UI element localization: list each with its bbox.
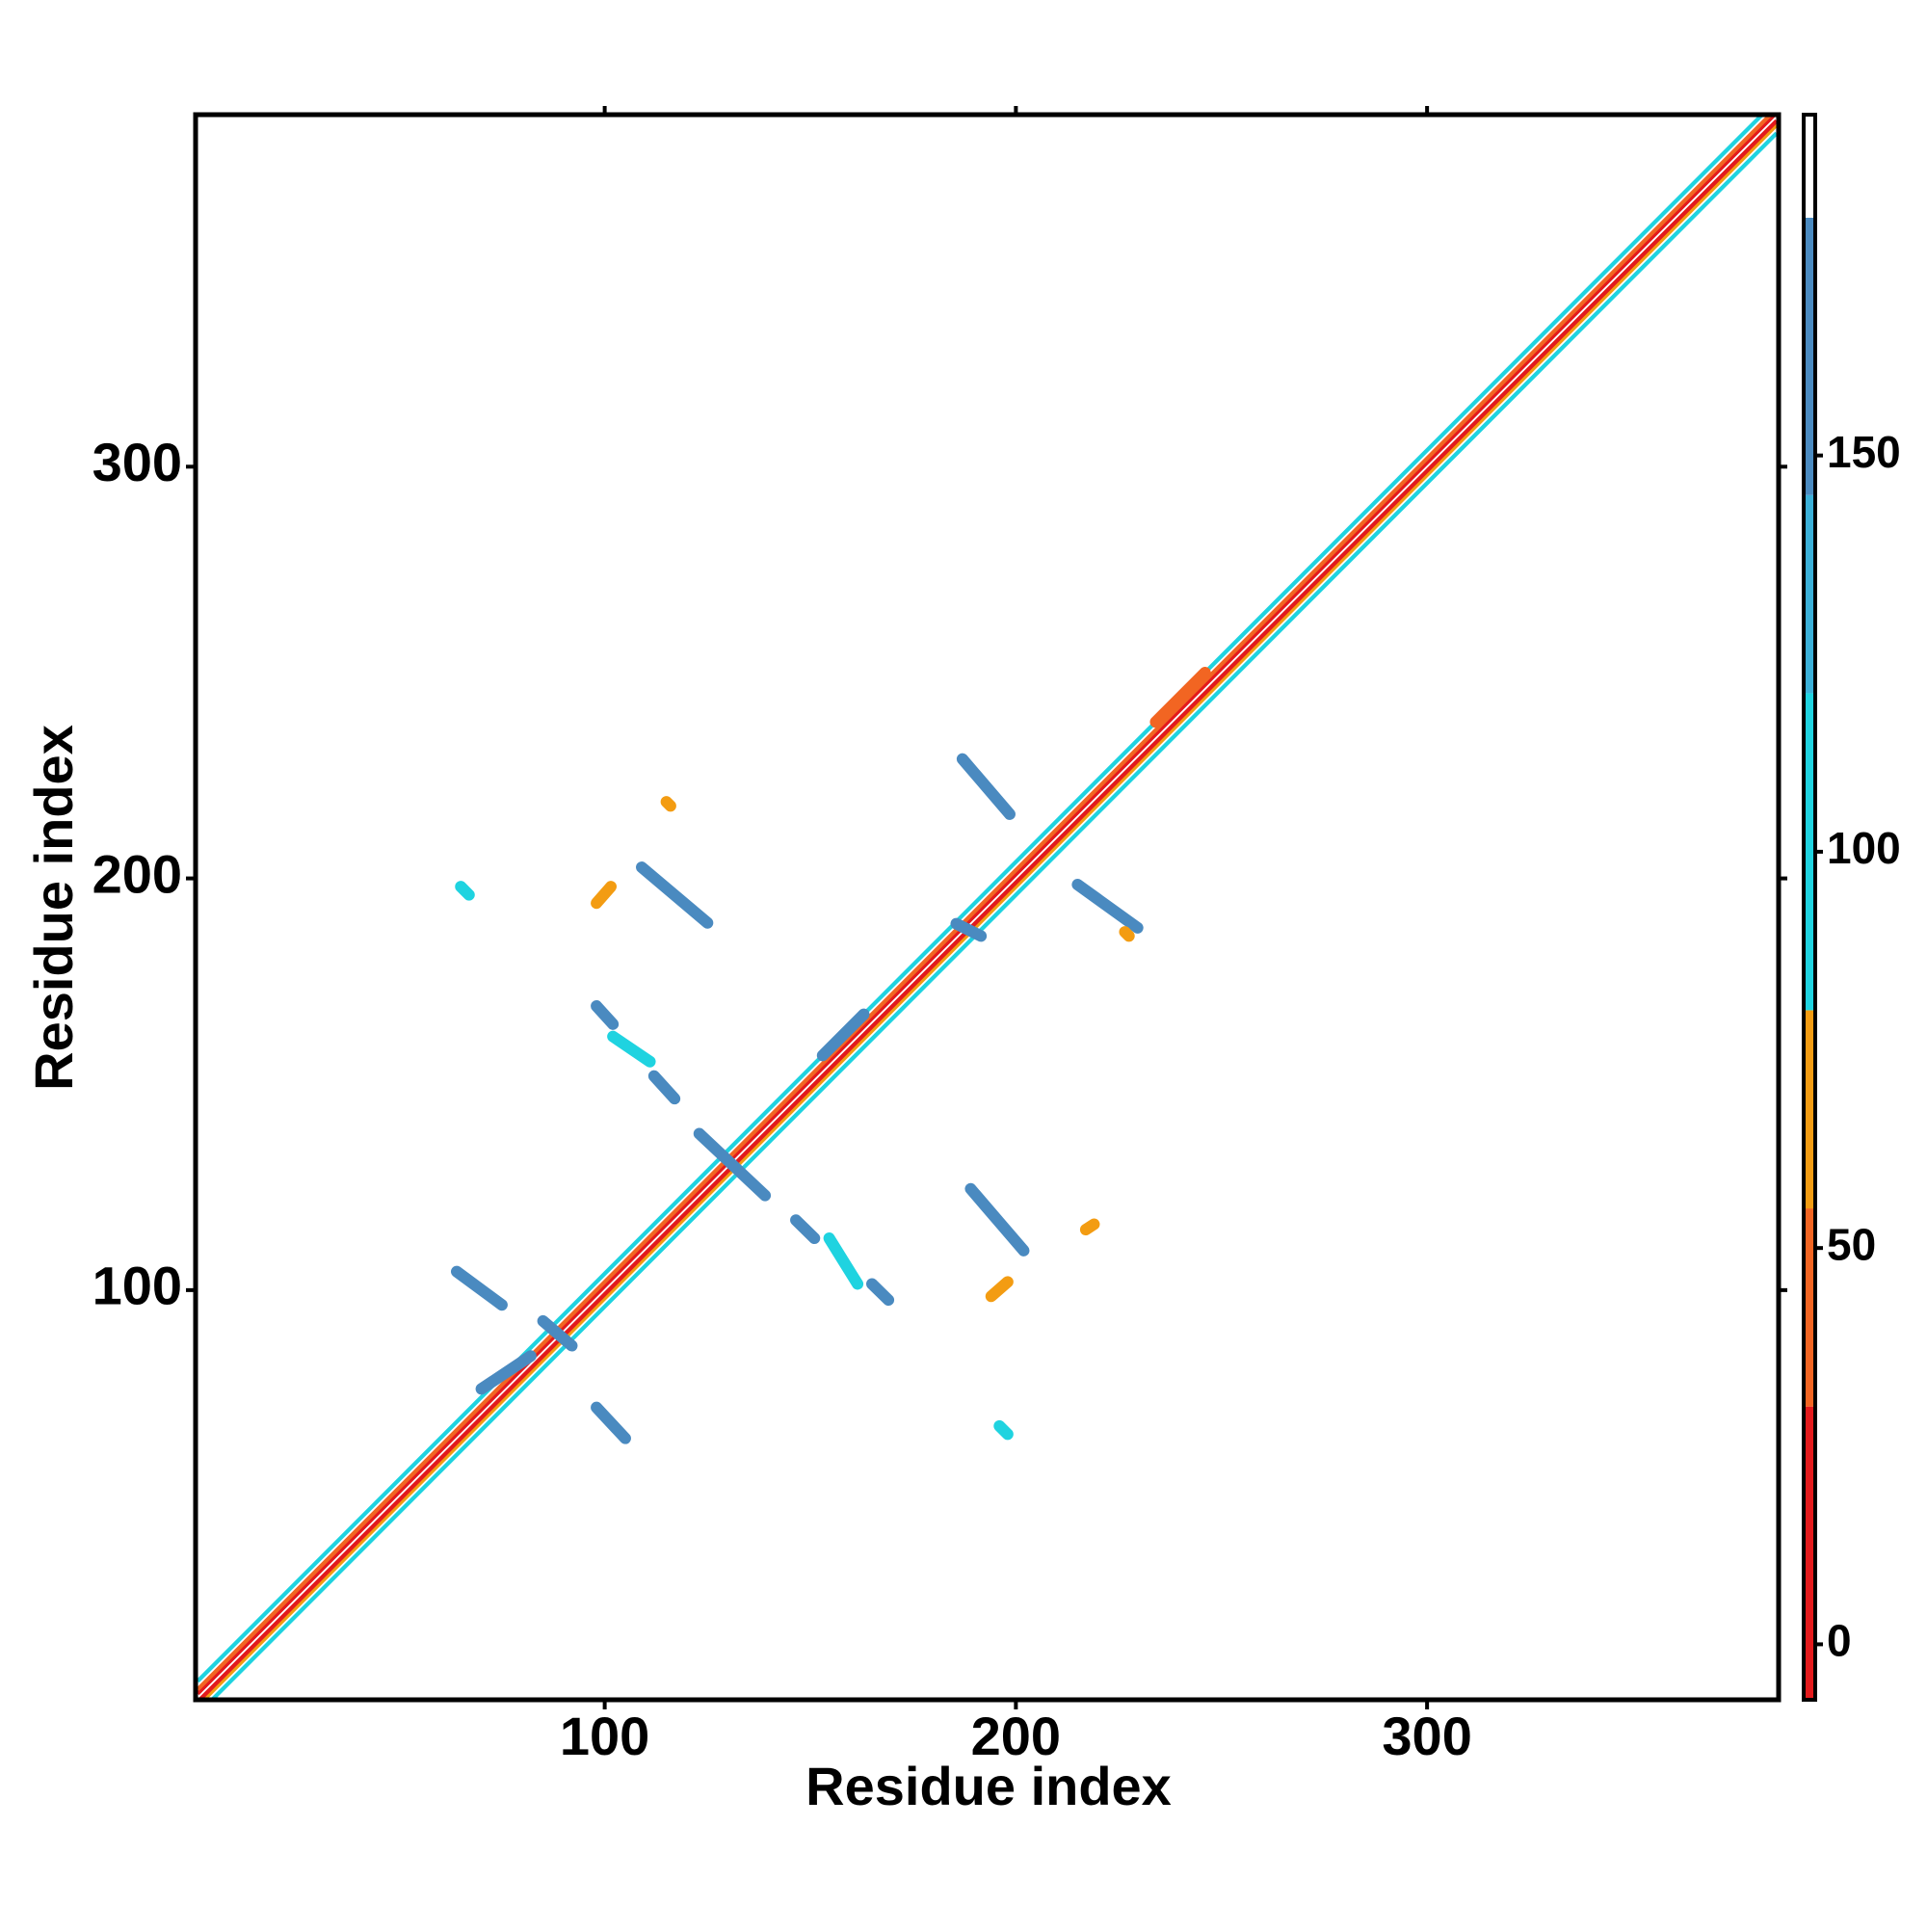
contact-patch — [647, 1070, 681, 1105]
colorbar-tick-label: 150 — [1827, 427, 1901, 477]
y-tick-label: 200 — [92, 843, 182, 904]
y-axis-title: Residue index — [23, 725, 84, 1091]
diagonal-band — [200, 123, 1779, 1700]
contact-patch — [591, 1401, 631, 1444]
diagonal-band — [209, 131, 1779, 1700]
x-tick-label: 300 — [1382, 1706, 1471, 1766]
contact-patch — [455, 881, 475, 901]
contact-patch — [790, 1214, 821, 1245]
contact-patch — [660, 796, 676, 812]
colorbar-bin — [1804, 693, 1815, 1011]
contact-patch — [607, 1030, 656, 1068]
contact-patch — [866, 1278, 895, 1307]
contact-patch — [956, 753, 1016, 820]
y-tick-label: 300 — [92, 432, 182, 492]
colorbar-tick-label: 50 — [1827, 1219, 1876, 1269]
contact-patch — [950, 917, 988, 942]
colorbar-tick-label: 0 — [1827, 1616, 1852, 1666]
x-tick-label: 100 — [560, 1706, 649, 1766]
x-tick-label: 200 — [971, 1706, 1061, 1766]
contact-patch — [693, 1127, 772, 1202]
colorbar-bin — [1804, 217, 1815, 495]
diagonal-band — [196, 115, 1778, 1696]
y-tick-label: 100 — [92, 1256, 182, 1316]
colorbar-frame — [1802, 113, 1817, 1702]
colorbar-bin — [1804, 115, 1815, 218]
colorbar-tick-label: 100 — [1827, 823, 1901, 873]
contact-patch — [450, 1265, 508, 1311]
colorbar-bin — [1804, 1208, 1815, 1407]
contact-patch — [964, 1182, 1030, 1257]
colorbar-bin — [1804, 494, 1815, 694]
contact-patch — [475, 1350, 537, 1395]
x-axis-title: Residue index — [805, 1756, 1172, 1816]
plot-frame — [193, 112, 1782, 1703]
colorbar-bin — [1804, 1406, 1815, 1700]
contact-patch — [636, 861, 714, 929]
contact-patch — [1071, 879, 1144, 934]
contact-patch — [591, 1000, 620, 1030]
diagonal-band — [196, 115, 1774, 1691]
contact-patch — [816, 1008, 870, 1062]
contact-patch — [1149, 666, 1211, 728]
contact-patch — [537, 1314, 578, 1352]
contact-patch — [591, 881, 618, 910]
diagonal-band — [197, 119, 1779, 1700]
plot-area — [196, 115, 1779, 1700]
contact-patch — [1119, 926, 1135, 942]
contact-patch — [985, 1276, 1014, 1303]
colorbar-bin — [1804, 1010, 1815, 1209]
contact-patch — [993, 1419, 1014, 1441]
diagonal-band — [196, 115, 1765, 1683]
contact-patch — [1079, 1218, 1100, 1236]
contact-patch — [823, 1232, 864, 1290]
